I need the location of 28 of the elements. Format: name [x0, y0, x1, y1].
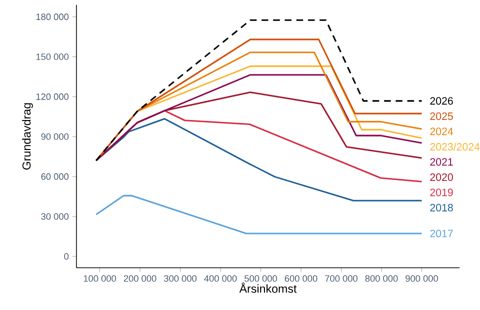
- y-tick-label: 60 000: [41, 173, 69, 180]
- x-tick-label: 600 000: [284, 275, 318, 282]
- series-label: 2018: [430, 204, 453, 212]
- x-tick-label: 300 000: [164, 275, 197, 282]
- y-tick-label: 0: [64, 253, 69, 260]
- x-tick-label: 200 000: [124, 275, 156, 282]
- series-label: 2023/2024: [430, 142, 480, 151]
- y-tick-label: 150 000: [36, 54, 69, 60]
- x-tick-label: 900 000: [406, 275, 438, 282]
- y-tick-label: 180 000: [36, 14, 69, 20]
- series-label: 2026: [430, 97, 453, 105]
- x-tick-label: 100 000: [84, 275, 116, 282]
- x-tick-label: 500 000: [244, 275, 277, 282]
- series-label: 2020: [430, 174, 453, 182]
- series-label: 2019: [430, 188, 453, 196]
- series-label: 2024: [430, 128, 454, 136]
- y-tick-label: 120 000: [36, 94, 69, 100]
- series-label: 2025: [430, 112, 453, 120]
- y-tick-label: 90 000: [41, 134, 69, 140]
- x-axis-title: Årsinkomst: [239, 282, 297, 293]
- x-tick-label: 400 000: [204, 275, 237, 282]
- x-tick-label: 700 000: [325, 275, 358, 282]
- line-series: [95, 118, 423, 202]
- series-label: 2021: [430, 158, 453, 166]
- x-tick-label: 800 000: [365, 275, 398, 282]
- y-tick-label: 30 000: [41, 213, 69, 220]
- y-axis-title: Grundavdrag: [22, 103, 33, 170]
- series-label: 2017: [430, 230, 453, 238]
